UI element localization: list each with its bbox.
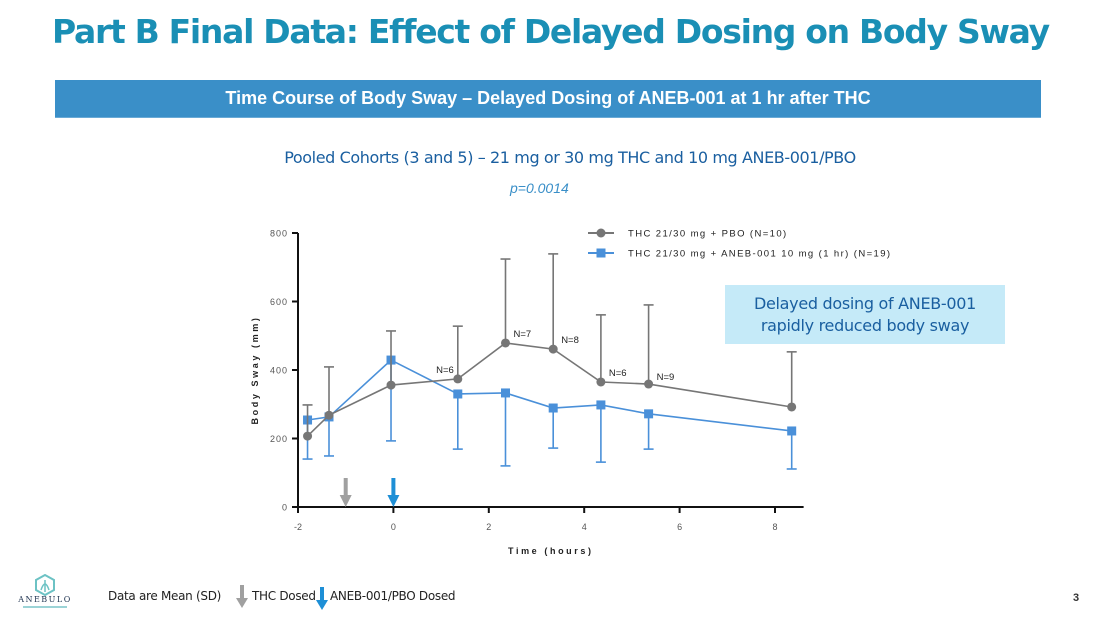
y-tick-label: 800 [270, 229, 288, 239]
series-pbo: N=6 N=7 N=8 N=6 N=9 [302, 253, 797, 441]
callout-box: Delayed dosing of ANEB-001 rapidly reduc… [725, 285, 1005, 344]
data-point [644, 379, 654, 389]
series-layer: N=6 N=7 N=8 N=6 N=9 [302, 253, 797, 470]
legend-label: THC 21/30 mg + PBO (N=10) [628, 229, 788, 240]
x-tick-label: 8 [772, 522, 777, 532]
axes: 0 200 400 600 800 -2 0 2 4 6 8 Time (hours) Body Swa… [250, 229, 804, 556]
n-annotation: N=7 [513, 329, 531, 340]
legend-item: THC 21/30 mg + ANEB-001 10 mg (1 hr) (N=… [588, 248, 891, 260]
arrow-head [387, 495, 400, 507]
callout-line-2: rapidly reduced body sway [760, 315, 970, 335]
y-tick-label: 200 [270, 434, 288, 444]
data-point [548, 403, 558, 413]
data-point [596, 400, 606, 410]
company-logo: ANEBULO [15, 573, 75, 614]
y-axis-label: Body Sway (mm) [250, 316, 260, 425]
data-point [787, 402, 797, 412]
cohort-subtitle: Pooled Cohorts (3 and 5) – 21 mg or 30 m… [284, 148, 856, 167]
chart-legend: THC 21/30 mg + PBO (N=10) THC 21/30 mg + … [588, 228, 891, 260]
y-tick-label: 400 [270, 366, 288, 376]
aneb-dosed-arrow-icon [316, 587, 328, 610]
page-number: 3 [1073, 592, 1080, 604]
y-tick-label: 0 [282, 503, 288, 513]
n-annotation: N=8 [561, 335, 579, 346]
logo-text: ANEBULO [18, 595, 72, 604]
data-point [324, 410, 334, 420]
x-tick-label: 2 [486, 522, 491, 532]
thc-dosed-label: THC Dosed [252, 589, 316, 603]
data-point [386, 380, 396, 390]
legend-item: THC 21/30 mg + PBO (N=10) [588, 228, 788, 240]
page-title: Part B Final Data: Effect of Delayed Dos… [52, 12, 1050, 51]
data-point [453, 374, 463, 384]
series-aneb-001 [302, 355, 797, 470]
data-point [596, 377, 606, 387]
dose-arrows [339, 478, 400, 507]
thc-dosed-arrow-icon [236, 585, 248, 608]
x-tick-label: 0 [391, 522, 396, 532]
p-value: p=0.0014 [510, 180, 569, 196]
n-annotation: N=6 [609, 368, 627, 379]
n-annotation: N=9 [657, 372, 675, 383]
data-point [453, 389, 463, 399]
data-point [500, 388, 510, 398]
legend-label: THC 21/30 mg + ANEB-001 10 mg (1 hr) (N=… [628, 249, 891, 260]
y-tick-label: 600 [270, 297, 288, 307]
legend-marker-circle [596, 228, 606, 238]
legend-marker-square [596, 248, 606, 258]
arrow-shaft [391, 478, 396, 498]
aneb-dosed-label: ANEB-001/PBO Dosed [330, 589, 456, 603]
x-tick-label: 4 [582, 522, 587, 532]
arrow-shaft [343, 478, 348, 498]
x-axis-label: Time (hours) [508, 546, 594, 556]
data-point [500, 338, 510, 348]
hexagon-leaf-logo-icon [35, 573, 55, 597]
data-note: Data are Mean (SD) [108, 589, 222, 603]
callout-line-1: Delayed dosing of ANEB-001 [753, 293, 977, 313]
thc-dose-arrow [339, 478, 352, 507]
n-annotation: N=6 [436, 365, 454, 376]
arrow-head [339, 495, 352, 507]
aneb-dose-arrow [387, 478, 400, 507]
data-point [644, 409, 654, 419]
data-point [303, 431, 313, 441]
x-tick-label: 6 [677, 522, 682, 532]
section-banner: Time Course of Body Sway – Delayed Dosin… [55, 80, 1041, 118]
x-tick-label: -2 [294, 522, 302, 532]
data-point [548, 344, 558, 354]
logo-subline [23, 606, 67, 608]
data-point [787, 426, 797, 436]
